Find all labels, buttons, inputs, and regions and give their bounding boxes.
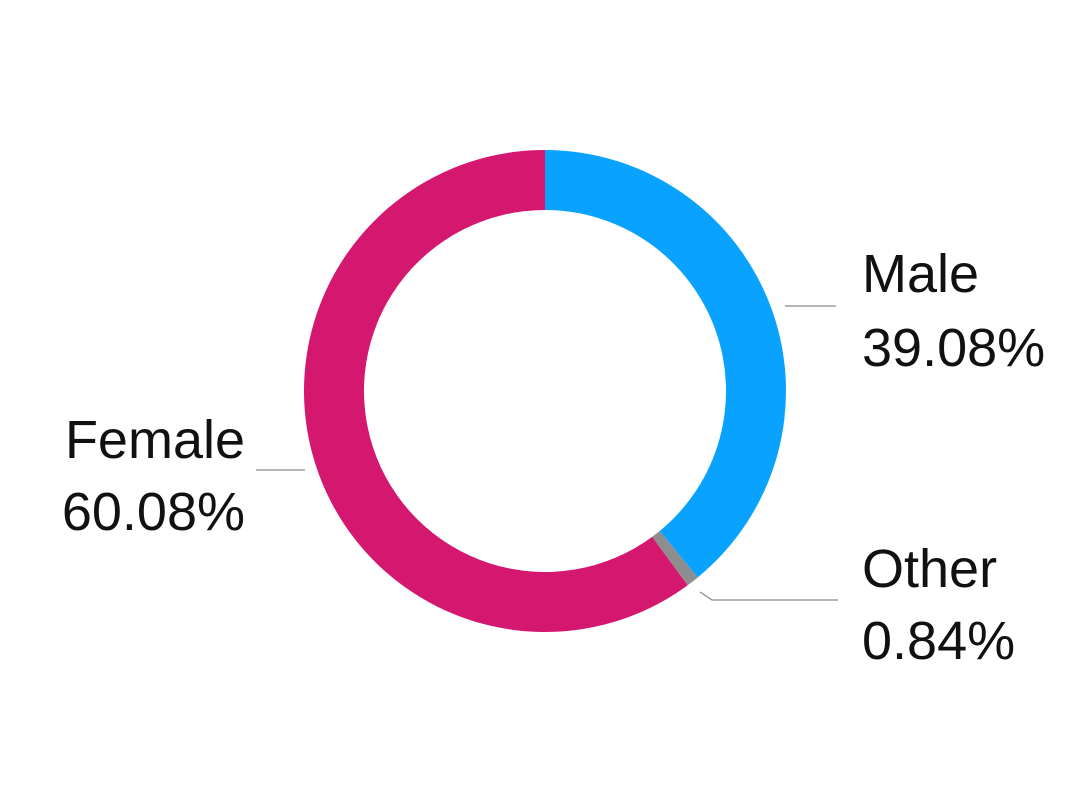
donut-slices <box>304 150 786 633</box>
slice-labels: Male 39.08% Other 0.84% Female 60.08% <box>62 244 1045 671</box>
slice-name-male: Male <box>862 244 979 304</box>
slice-name-female: Female <box>65 410 245 470</box>
leader-lines <box>256 305 838 601</box>
slice-value-male: 39.08% <box>862 318 1045 378</box>
slice-name-other: Other <box>862 539 997 599</box>
slice-female <box>304 150 688 633</box>
slice-other <box>652 531 698 586</box>
leader-line-other <box>699 591 838 601</box>
slice-value-other: 0.84% <box>862 611 1015 671</box>
slice-male <box>545 150 786 578</box>
slice-value-female: 60.08% <box>62 482 245 542</box>
